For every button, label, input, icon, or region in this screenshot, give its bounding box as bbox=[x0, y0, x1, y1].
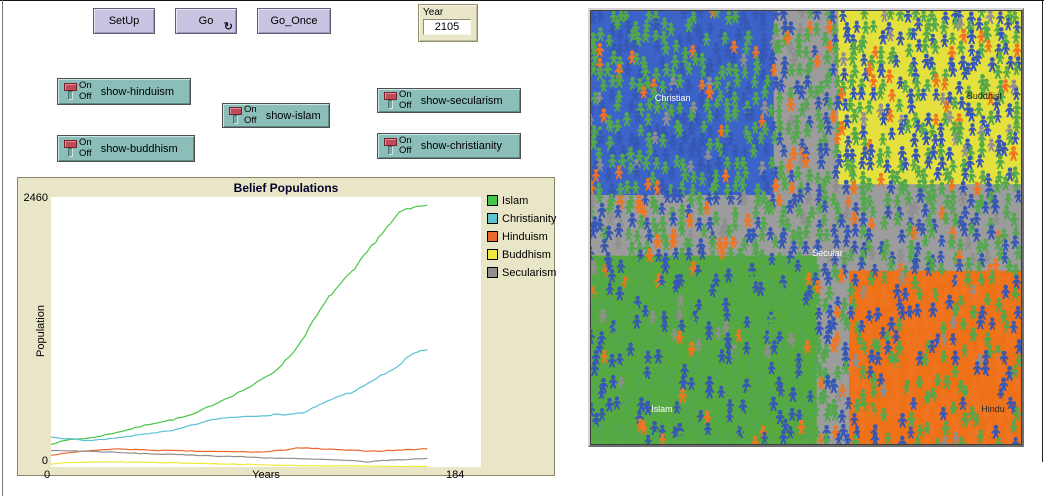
plot-title: Belief Populations bbox=[233, 181, 339, 195]
y-axis-title: Population bbox=[35, 305, 47, 357]
switch-show-buddhism[interactable]: On Off show-buddhism bbox=[57, 135, 195, 162]
world-canvas: Secular Christian Buddhist Islam Hindu bbox=[591, 11, 1021, 444]
off-label: Off bbox=[399, 145, 412, 156]
window-border-right bbox=[1042, 0, 1043, 462]
switch-onoff-labels: On Off bbox=[399, 89, 412, 111]
region-label-secular: Secular bbox=[812, 248, 843, 259]
on-label: On bbox=[79, 137, 92, 149]
legend-label: Christianity bbox=[502, 212, 557, 225]
off-label: Off bbox=[399, 99, 412, 111]
switch-knob[interactable] bbox=[383, 137, 397, 146]
switch-knob[interactable] bbox=[63, 83, 77, 91]
region-label-hindu: Hindu bbox=[981, 404, 1005, 415]
region-label-islam: Islam bbox=[651, 404, 673, 415]
switch-toggle[interactable] bbox=[383, 92, 397, 109]
switch-knob[interactable] bbox=[383, 92, 397, 100]
plot-legend: Islam Christianity Hinduism Buddhism Sec… bbox=[487, 194, 556, 284]
y-min-label: 0 bbox=[41, 455, 48, 467]
window-border-top bbox=[0, 0, 1044, 1]
switch-label: show-buddhism bbox=[100, 142, 178, 155]
plot-canvas bbox=[50, 197, 481, 468]
setup-button[interactable]: SetUp bbox=[93, 8, 155, 34]
x-max-label: 184 bbox=[446, 469, 465, 481]
switch-knob[interactable] bbox=[63, 140, 77, 148]
legend-swatch bbox=[487, 231, 498, 242]
year-monitor-label: Year bbox=[423, 7, 444, 18]
switch-track bbox=[387, 145, 393, 155]
switch-show-christianity[interactable]: On Off show-christianity bbox=[377, 133, 521, 159]
legend-swatch bbox=[487, 267, 498, 278]
legend-swatch bbox=[487, 213, 498, 224]
switch-label: show-islam bbox=[265, 109, 321, 122]
belief-populations-plot: Belief Populations 2460 0 Population 0 Y… bbox=[17, 177, 556, 481]
legend-swatch bbox=[487, 249, 498, 260]
go-button[interactable]: Go ↻ bbox=[175, 8, 237, 34]
legend-label: Buddhism bbox=[502, 248, 551, 261]
forever-icon: ↻ bbox=[223, 21, 233, 33]
world-agents bbox=[591, 11, 1021, 444]
region-label-buddhist: Buddhist bbox=[966, 90, 1002, 101]
legend-item-buddhism: Buddhism bbox=[487, 248, 556, 261]
on-label: On bbox=[399, 89, 412, 101]
switch-label: show-secularism bbox=[420, 94, 503, 107]
y-max-label: 2460 bbox=[23, 192, 48, 204]
year-monitor-value: 2105 bbox=[423, 19, 471, 35]
plot-lines bbox=[50, 204, 428, 468]
x-axis-title: Years bbox=[252, 469, 280, 481]
go-button-label: Go bbox=[198, 15, 214, 27]
switch-knob[interactable] bbox=[228, 107, 242, 115]
on-label: On bbox=[244, 104, 257, 116]
off-label: Off bbox=[79, 90, 92, 102]
switch-label: show-christianity bbox=[420, 140, 502, 152]
legend-item-islam: Islam bbox=[487, 194, 556, 207]
switch-onoff-labels: On Off bbox=[399, 134, 412, 157]
switch-track bbox=[67, 148, 73, 157]
legend-label: Hinduism bbox=[502, 230, 548, 243]
legend-label: Islam bbox=[502, 194, 529, 207]
off-label: Off bbox=[79, 147, 92, 159]
legend-item-christianity: Christianity bbox=[487, 212, 556, 225]
legend-swatch bbox=[487, 195, 498, 206]
switch-toggle[interactable] bbox=[228, 107, 242, 124]
legend-item-secularism: Secularism bbox=[487, 266, 556, 279]
switch-onoff-labels: On Off bbox=[79, 80, 92, 102]
legend-label: Secularism bbox=[502, 266, 557, 279]
switch-label: show-hinduism bbox=[100, 85, 175, 98]
switch-show-hinduism[interactable]: On Off show-hinduism bbox=[57, 78, 191, 105]
switch-show-islam[interactable]: On Off show-islam bbox=[222, 103, 330, 128]
switch-toggle[interactable] bbox=[63, 83, 77, 100]
switch-onoff-labels: On Off bbox=[244, 104, 257, 126]
on-label: On bbox=[399, 134, 412, 146]
switch-track bbox=[67, 91, 73, 100]
year-monitor: Year 2105 bbox=[418, 4, 478, 42]
on-label: On bbox=[79, 80, 92, 92]
switch-track bbox=[232, 115, 238, 124]
legend-item-hinduism: Hinduism bbox=[487, 230, 556, 243]
region-label-christian: Christian bbox=[654, 92, 691, 103]
switch-track bbox=[387, 100, 393, 109]
switch-onoff-labels: On Off bbox=[79, 137, 92, 159]
switch-toggle[interactable] bbox=[63, 140, 77, 157]
switch-toggle[interactable] bbox=[383, 137, 397, 155]
window-border-left bbox=[2, 0, 3, 496]
off-label: Off bbox=[244, 114, 257, 126]
switch-show-secularism[interactable]: On Off show-secularism bbox=[377, 88, 521, 113]
go-once-button[interactable]: Go_Once bbox=[257, 8, 331, 34]
world-view: Secular Christian Buddhist Islam Hindu bbox=[588, 8, 1024, 447]
x-min-label: 0 bbox=[44, 469, 51, 481]
